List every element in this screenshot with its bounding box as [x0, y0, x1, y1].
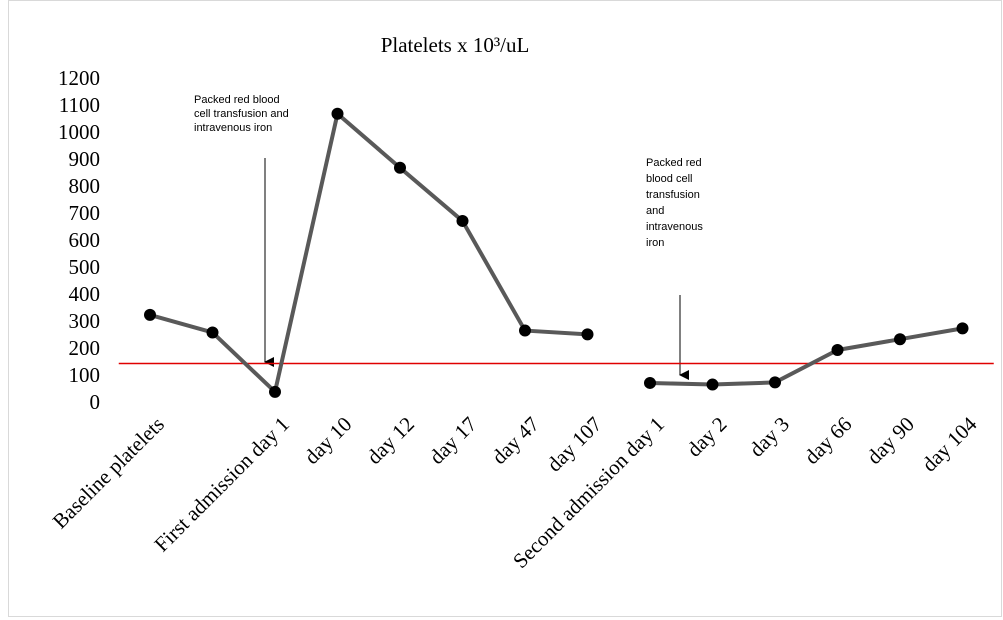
y-tick-label: 600 [69, 228, 101, 252]
data-point [144, 308, 156, 321]
y-tick-label: 0 [90, 390, 101, 414]
data-point [769, 376, 781, 389]
x-tick-label: day 17 [424, 412, 481, 469]
annotation-text: cell transfusion and [194, 108, 289, 120]
y-tick-label: 800 [69, 174, 101, 198]
x-tick-label: day 66 [799, 412, 856, 469]
y-tick-label: 1100 [59, 93, 100, 117]
y-tick-label: 100 [69, 363, 101, 387]
annotation-text: intravenous iron [194, 122, 272, 134]
data-point [706, 378, 719, 391]
x-tick-label: day 47 [487, 412, 544, 469]
data-point [831, 344, 844, 356]
annotation-text: blood cell [646, 173, 692, 185]
x-tick-label: day 90 [862, 412, 919, 469]
annotation-text: Packed red blood [194, 94, 280, 106]
data-point [894, 333, 906, 346]
y-tick-label: 500 [69, 255, 101, 279]
data-point [269, 385, 281, 398]
y-tick-label: 1000 [58, 120, 100, 144]
annotation-text: transfusion [646, 189, 700, 201]
x-tick-label: day 10 [299, 412, 356, 469]
annotation-text: Packed red [646, 157, 702, 169]
annotation-text: and [646, 205, 664, 217]
data-point [581, 328, 594, 341]
x-tick-label: day 104 [917, 412, 982, 477]
x-tick-label: day 2 [682, 412, 732, 462]
x-tick-label: day 3 [744, 412, 794, 462]
y-tick-label: 1200 [58, 66, 100, 90]
y-tick-label: 400 [69, 282, 101, 306]
data-point [206, 326, 219, 339]
chart-frame [8, 0, 1002, 617]
y-tick-label: 300 [69, 309, 101, 333]
annotation-text: iron [646, 237, 664, 249]
x-tick-label: day 12 [362, 412, 419, 469]
chart-title: Platelets x 10³/uL [381, 33, 530, 57]
y-tick-label: 200 [69, 336, 101, 360]
x-tick-label: First admission day 1 [150, 412, 294, 556]
y-tick-label: 700 [69, 201, 101, 225]
data-point [644, 376, 656, 389]
data-point [519, 324, 531, 337]
series-line [149, 111, 588, 394]
y-tick-label: 900 [69, 147, 101, 171]
series-line [649, 326, 963, 387]
x-tick-label: Baseline platelets [48, 412, 169, 533]
data-point [956, 322, 969, 335]
data-point [456, 214, 469, 227]
data-point [331, 107, 344, 120]
annotation-text: intravenous [646, 221, 703, 233]
data-point [394, 161, 406, 174]
